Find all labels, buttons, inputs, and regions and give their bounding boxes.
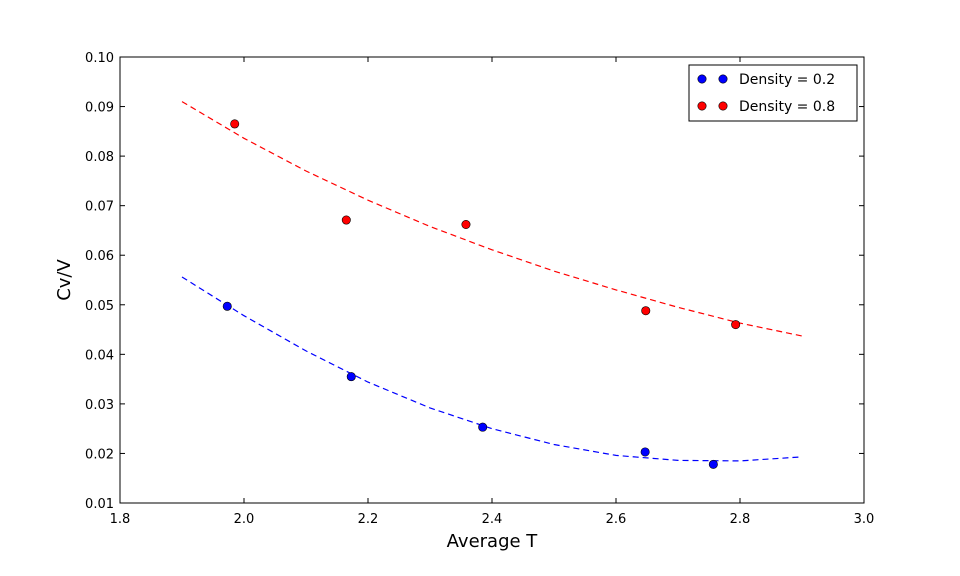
- data-points: [222, 119, 741, 469]
- fit-line-series-1: [181, 101, 803, 337]
- x-tick-label: 3.0: [854, 512, 875, 527]
- x-tick-label: 1.8: [110, 512, 131, 527]
- y-tick-label: 0.09: [85, 101, 114, 116]
- y-tick-label: 0.01: [85, 497, 114, 512]
- x-tick-label: 2.6: [606, 512, 627, 527]
- legend-marker: [697, 74, 707, 84]
- data-point-series-0: [640, 447, 650, 457]
- x-tick-label: 2.4: [482, 512, 503, 527]
- data-point-series-0: [346, 372, 356, 382]
- legend-marker: [718, 74, 728, 84]
- y-tick-label: 0.02: [85, 447, 114, 462]
- y-tick-label: 0.05: [85, 299, 114, 314]
- legend-marker: [697, 101, 707, 111]
- y-tick-label: 0.07: [85, 200, 114, 215]
- data-point-series-0: [708, 459, 718, 469]
- x-tick-label: 2.8: [730, 512, 751, 527]
- data-point-series-1: [341, 215, 351, 225]
- legend-marker: [718, 101, 728, 111]
- data-point-series-1: [731, 320, 741, 330]
- legend-label: Density = 0.2: [739, 72, 835, 88]
- data-point-series-0: [478, 422, 488, 432]
- x-axis-label: Average T: [447, 531, 539, 552]
- fit-line-series-0: [181, 276, 803, 462]
- y-axis-ticks: 0.01 0.02 0.03 0.04 0.05 0.06 0.07 0.08 0.09 0.10: [85, 51, 864, 512]
- data-point-series-1: [230, 119, 240, 129]
- y-tick-label: 0.08: [85, 150, 114, 165]
- y-tick-label: 0.04: [85, 348, 114, 363]
- y-axis-label: Cv/V: [54, 259, 75, 301]
- x-tick-label: 2.2: [358, 512, 379, 527]
- x-tick-label: 2.0: [234, 512, 255, 527]
- data-point-series-1: [461, 219, 471, 229]
- y-tick-label: 0.06: [85, 249, 114, 264]
- legend: Density = 0.2 Density = 0.8: [688, 64, 858, 122]
- y-tick-label: 0.10: [85, 51, 114, 66]
- y-tick-label: 0.03: [85, 398, 114, 413]
- legend-label: Density = 0.8: [739, 99, 835, 115]
- data-point-series-0: [222, 301, 232, 311]
- legend-box: [688, 64, 858, 122]
- x-axis-ticks: 1.8 2.0 2.2 2.4 2.6 2.8 3.0: [110, 57, 875, 527]
- fit-lines: [181, 101, 803, 462]
- data-point-series-1: [641, 306, 651, 316]
